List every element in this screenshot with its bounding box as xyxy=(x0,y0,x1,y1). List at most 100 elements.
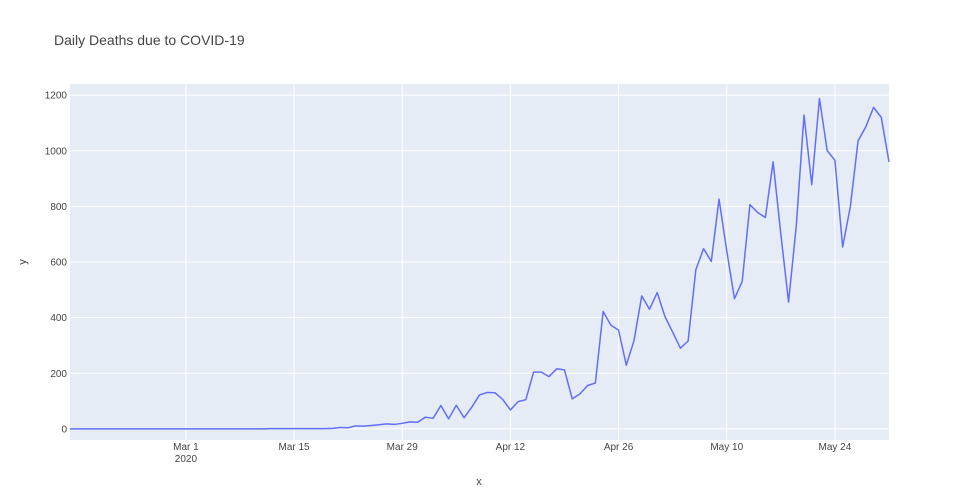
data-point xyxy=(587,385,589,387)
data-point xyxy=(394,424,396,426)
data-point xyxy=(440,405,442,407)
data-point xyxy=(293,428,295,430)
y-tick-label: 600 xyxy=(50,258,67,269)
data-point xyxy=(486,392,488,394)
data-point xyxy=(672,331,674,333)
data-point xyxy=(139,428,141,430)
data-point xyxy=(177,428,179,430)
data-point xyxy=(123,428,125,430)
data-point xyxy=(69,428,71,430)
data-point xyxy=(193,428,195,430)
data-point xyxy=(162,428,164,430)
data-point xyxy=(618,329,620,331)
data-point xyxy=(571,398,573,400)
data-point xyxy=(510,409,512,411)
x-tick-label: Mar 1 xyxy=(173,442,199,453)
data-point xyxy=(363,425,365,427)
data-point xyxy=(780,233,782,235)
x-axis-title: x xyxy=(476,476,482,488)
y-tick-labels: 0 200 400 600 800 1000 1200 xyxy=(45,91,68,436)
data-point xyxy=(401,423,403,425)
x-tick-label: Mar 29 xyxy=(387,442,419,453)
y-tick-label: 0 xyxy=(61,424,67,435)
data-point xyxy=(92,428,94,430)
data-point xyxy=(880,117,882,119)
data-point xyxy=(409,421,411,423)
data-point xyxy=(595,382,597,384)
data-point xyxy=(100,428,102,430)
data-point xyxy=(703,248,705,250)
data-point xyxy=(850,206,852,208)
data-point xyxy=(255,428,257,430)
data-point xyxy=(710,261,712,263)
data-point xyxy=(456,404,458,406)
data-point xyxy=(726,250,728,252)
data-point xyxy=(788,301,790,303)
data-point xyxy=(842,246,844,248)
data-point xyxy=(626,364,628,366)
data-point xyxy=(734,298,736,300)
data-point xyxy=(656,292,658,294)
data-point xyxy=(718,198,720,200)
data-point xyxy=(371,425,373,427)
data-point xyxy=(533,371,535,373)
data-point xyxy=(239,428,241,430)
data-point xyxy=(332,428,334,430)
data-point xyxy=(741,281,743,283)
data-point xyxy=(340,427,342,429)
data-point xyxy=(556,368,558,370)
data-point xyxy=(819,98,821,100)
y-tick-label: 400 xyxy=(50,313,67,324)
data-point xyxy=(417,421,419,423)
data-point xyxy=(425,416,427,418)
y-tick-label: 1000 xyxy=(45,146,68,157)
y-tick-label: 1200 xyxy=(45,91,68,102)
data-point xyxy=(309,428,311,430)
data-point xyxy=(262,428,264,430)
data-point xyxy=(170,428,172,430)
data-point xyxy=(463,417,465,419)
data-point xyxy=(857,140,859,142)
data-point xyxy=(146,428,148,430)
x-tick-label: Apr 12 xyxy=(496,442,526,453)
data-point xyxy=(834,159,836,161)
data-point xyxy=(548,376,550,378)
data-point xyxy=(316,428,318,430)
data-point xyxy=(355,425,357,427)
data-point xyxy=(216,428,218,430)
series-layer xyxy=(69,97,890,430)
data-point xyxy=(502,399,504,401)
data-point xyxy=(811,184,813,186)
data-point xyxy=(247,428,249,430)
data-point xyxy=(471,406,473,408)
data-point xyxy=(154,428,156,430)
data-point xyxy=(517,401,519,403)
x-tick-label: May 24 xyxy=(819,442,852,453)
data-point xyxy=(680,347,682,349)
data-point xyxy=(231,428,233,430)
data-point xyxy=(795,225,797,227)
y-tick-label: 200 xyxy=(50,369,67,380)
data-point xyxy=(131,428,133,430)
data-point xyxy=(386,423,388,425)
data-point xyxy=(564,369,566,371)
data-point xyxy=(270,428,272,430)
data-point xyxy=(641,295,643,297)
data-point xyxy=(610,324,612,326)
data-point xyxy=(301,428,303,430)
data-point xyxy=(525,399,527,401)
data-point xyxy=(826,150,828,152)
data-point xyxy=(494,392,496,394)
data-point xyxy=(865,126,867,128)
data-point xyxy=(541,371,543,373)
data-point xyxy=(757,212,759,214)
data-point xyxy=(479,394,481,396)
y-axis-title: y xyxy=(17,259,29,265)
data-point xyxy=(324,428,326,430)
data-point xyxy=(765,217,767,219)
data-point xyxy=(278,428,280,430)
data-point xyxy=(649,308,651,310)
data-point xyxy=(201,428,203,430)
